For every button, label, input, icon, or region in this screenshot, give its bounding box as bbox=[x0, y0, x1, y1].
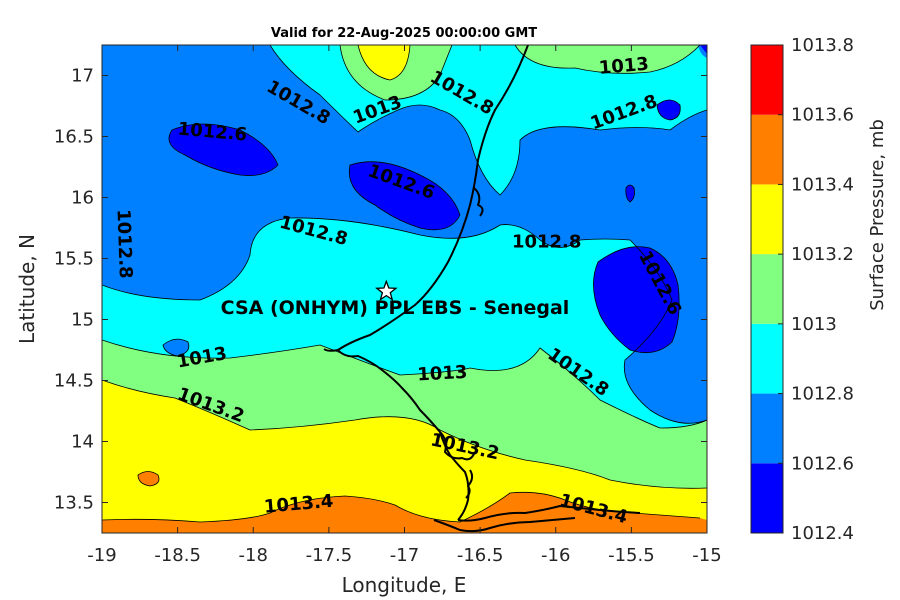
x-tick-label: -19 bbox=[87, 545, 116, 566]
colorbar-segment bbox=[751, 45, 783, 115]
colorbar-label: Surface Pressure, mb bbox=[867, 119, 888, 311]
low-1012-6-west bbox=[168, 124, 278, 176]
site-label: CSA (ONHYM) PPL EBS - Senegal bbox=[221, 297, 570, 319]
y-tick-label: 13.5 bbox=[54, 493, 94, 514]
x-tick-label: -16.5 bbox=[457, 545, 504, 566]
x-tick-label: -18.5 bbox=[154, 545, 201, 566]
star-icon bbox=[375, 279, 398, 302]
colorbar-tick-label: 1013.2 bbox=[791, 244, 854, 265]
contour-label: 1013 bbox=[417, 362, 468, 386]
x-tick-label: -18 bbox=[239, 545, 268, 566]
contour-label: 1012.8 bbox=[112, 209, 135, 279]
colorbar-segment bbox=[751, 184, 783, 255]
low-1012-6-dot bbox=[625, 185, 635, 202]
bay-1012-6-patch bbox=[163, 339, 189, 356]
colorbar-tick-label: 1012.6 bbox=[791, 453, 854, 474]
level-1013-4-band bbox=[102, 492, 707, 533]
colorbar: 1012.4 1012.6 1012.8 1013 1013.2 1013.4 1013.6… bbox=[750, 35, 854, 544]
y-axis-label: Latitude, N bbox=[15, 234, 39, 344]
colorbar-frame bbox=[750, 44, 784, 534]
x-axis-label: Longitude, E bbox=[342, 573, 467, 597]
x-tick-label: -15.5 bbox=[608, 545, 655, 566]
colorbar-tick-label: 1013.8 bbox=[791, 35, 854, 56]
contour-map-area bbox=[102, 45, 707, 533]
colorbar-tick-label: 1012.4 bbox=[791, 523, 854, 544]
y-tick-label: 17 bbox=[71, 66, 94, 87]
north-1013-tongue-inner bbox=[358, 45, 410, 80]
y-tick-label: 14 bbox=[71, 432, 94, 453]
colorbar-tick-label: 1013.6 bbox=[791, 105, 854, 126]
colorbar-segment bbox=[751, 114, 783, 185]
corner-1012-4-patch bbox=[700, 45, 707, 54]
y-tick-label: 15 bbox=[71, 310, 94, 331]
colorbar-segment bbox=[751, 463, 783, 533]
y-tick-label: 16.5 bbox=[54, 127, 94, 148]
x-tick-label: -17 bbox=[390, 545, 419, 566]
colorbar-segment bbox=[751, 254, 783, 324]
site-marker bbox=[375, 279, 398, 302]
x-tick-label: -17.5 bbox=[306, 545, 353, 566]
northeast-1013-patch bbox=[515, 45, 700, 74]
colorbar-segment bbox=[751, 393, 783, 464]
y-tick-label: 14.5 bbox=[54, 371, 94, 392]
y-tick-label: 16 bbox=[71, 188, 94, 209]
axis-ticks: -19 -18.5 -18 -17.5 -17 -16.5 -16 -15.5 -15 13.5 1… bbox=[54, 45, 722, 566]
map-title: Valid for 22-Aug-2025 00:00:00 GMT bbox=[271, 26, 537, 41]
contour-label: 1013 bbox=[598, 54, 650, 79]
low-1012-6-small bbox=[657, 100, 681, 120]
colorbar-tick-label: 1012.8 bbox=[791, 384, 854, 405]
x-tick-label: -15 bbox=[692, 545, 721, 566]
colorbar-tick-label: 1013 bbox=[791, 314, 837, 335]
x-tick-label: -16 bbox=[541, 545, 570, 566]
contour-label: 1012.8 bbox=[512, 231, 581, 252]
colorbar-segment bbox=[751, 323, 783, 394]
low-1012-6-center bbox=[349, 161, 460, 230]
colorbar-tick-label: 1013.4 bbox=[791, 174, 854, 195]
blob-1013-4-small bbox=[138, 471, 159, 486]
level-1013-2-band bbox=[102, 380, 707, 533]
coastline bbox=[323, 45, 641, 533]
y-tick-label: 15.5 bbox=[54, 249, 94, 270]
contour-lines bbox=[102, 45, 707, 523]
